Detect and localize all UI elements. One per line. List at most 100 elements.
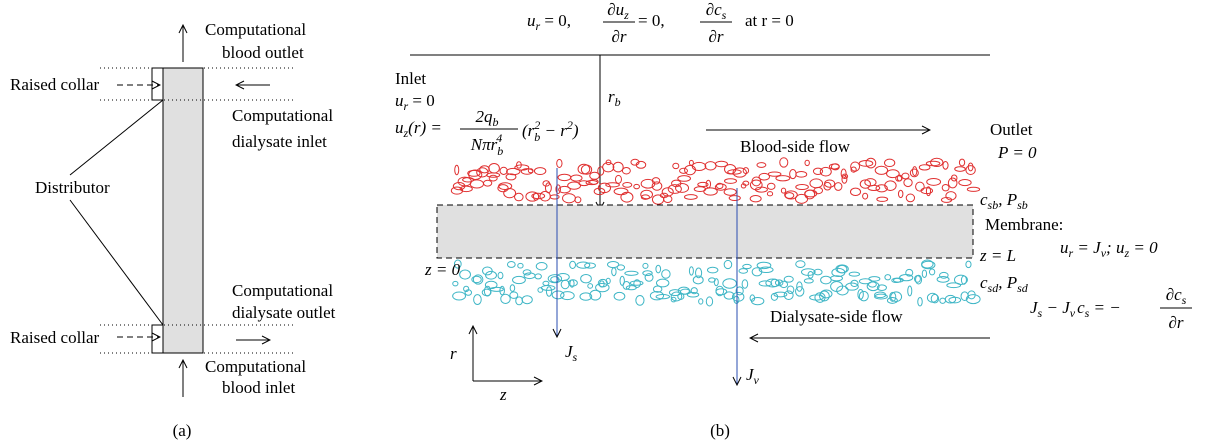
membrane	[436, 204, 974, 259]
cell	[819, 290, 830, 302]
cell	[589, 289, 602, 301]
cell	[756, 162, 767, 168]
label: rb	[608, 87, 621, 109]
label: Distributor	[35, 178, 110, 197]
axis-label: r	[450, 344, 457, 363]
formula: ∂r	[708, 27, 723, 46]
cell	[766, 182, 776, 190]
cell	[866, 281, 880, 292]
cell	[695, 267, 703, 279]
cell	[655, 278, 670, 288]
cell	[613, 187, 629, 196]
cell	[549, 194, 560, 200]
cell	[947, 177, 958, 189]
cell	[635, 295, 645, 306]
cell	[749, 179, 763, 191]
cell	[597, 182, 612, 194]
formula: ∂uz	[607, 0, 629, 22]
module	[162, 67, 204, 354]
cell	[622, 182, 633, 188]
cell	[589, 171, 600, 180]
cell	[574, 196, 582, 204]
cell	[930, 293, 940, 304]
cell	[824, 179, 836, 188]
label: Outlet	[990, 120, 1033, 139]
cell	[597, 166, 605, 176]
cell	[649, 290, 665, 301]
axis-label: z	[499, 385, 507, 404]
cell	[677, 175, 691, 182]
cell	[652, 285, 663, 293]
cell	[742, 263, 752, 270]
cell	[740, 183, 747, 189]
cell	[698, 298, 704, 305]
cell	[865, 157, 877, 169]
label: Raised collar	[10, 328, 100, 347]
cell	[954, 166, 966, 172]
label: blood inlet	[222, 378, 295, 397]
cell	[587, 283, 594, 289]
cell	[841, 174, 848, 184]
cell	[942, 160, 949, 170]
cell	[534, 273, 542, 280]
cell	[542, 280, 550, 286]
label: Raised collar	[10, 75, 100, 94]
cell	[965, 260, 972, 269]
cell	[783, 290, 794, 300]
cell	[679, 167, 689, 174]
pointer	[69, 99, 164, 176]
cell	[521, 295, 533, 305]
cell	[558, 185, 571, 194]
cell	[724, 164, 737, 175]
cell	[867, 184, 881, 192]
cell	[965, 294, 981, 305]
cell	[640, 189, 654, 200]
cell	[909, 168, 919, 178]
cell	[661, 187, 674, 197]
cell	[557, 173, 572, 182]
cell	[862, 192, 869, 200]
cell	[535, 262, 548, 271]
formula: z = 0	[424, 260, 461, 279]
formula: ∂cs	[1166, 285, 1187, 307]
cell	[499, 166, 508, 175]
cell	[621, 166, 631, 175]
cell	[679, 288, 691, 295]
formula: (rb2 − r2)	[522, 118, 579, 144]
cell	[779, 280, 789, 289]
label: Computational	[232, 106, 333, 125]
formula: csd, Psd	[980, 273, 1029, 295]
cell	[612, 161, 624, 173]
cell	[476, 167, 489, 178]
cell	[500, 293, 511, 304]
cell	[918, 164, 931, 171]
cell	[651, 194, 665, 205]
label: Computational	[232, 281, 333, 300]
cell	[723, 188, 737, 196]
cell	[642, 270, 653, 277]
cell	[704, 161, 717, 171]
cell	[675, 182, 690, 193]
cell	[686, 291, 700, 298]
cell	[562, 193, 576, 204]
cell	[926, 177, 942, 186]
cell	[834, 182, 843, 191]
cell	[616, 264, 626, 271]
cell	[758, 172, 771, 181]
cell	[677, 292, 685, 300]
formula: = 0,	[638, 11, 665, 30]
cell	[966, 186, 981, 192]
label: Computational	[205, 20, 306, 39]
cell	[485, 270, 497, 280]
label: Computational	[205, 357, 306, 376]
cell	[611, 267, 617, 277]
cell	[967, 290, 976, 300]
cell	[944, 294, 957, 304]
cell	[912, 166, 918, 177]
cell	[527, 168, 534, 174]
cell	[732, 167, 747, 178]
cell	[723, 259, 733, 270]
cell	[619, 275, 625, 286]
cell	[569, 260, 577, 269]
